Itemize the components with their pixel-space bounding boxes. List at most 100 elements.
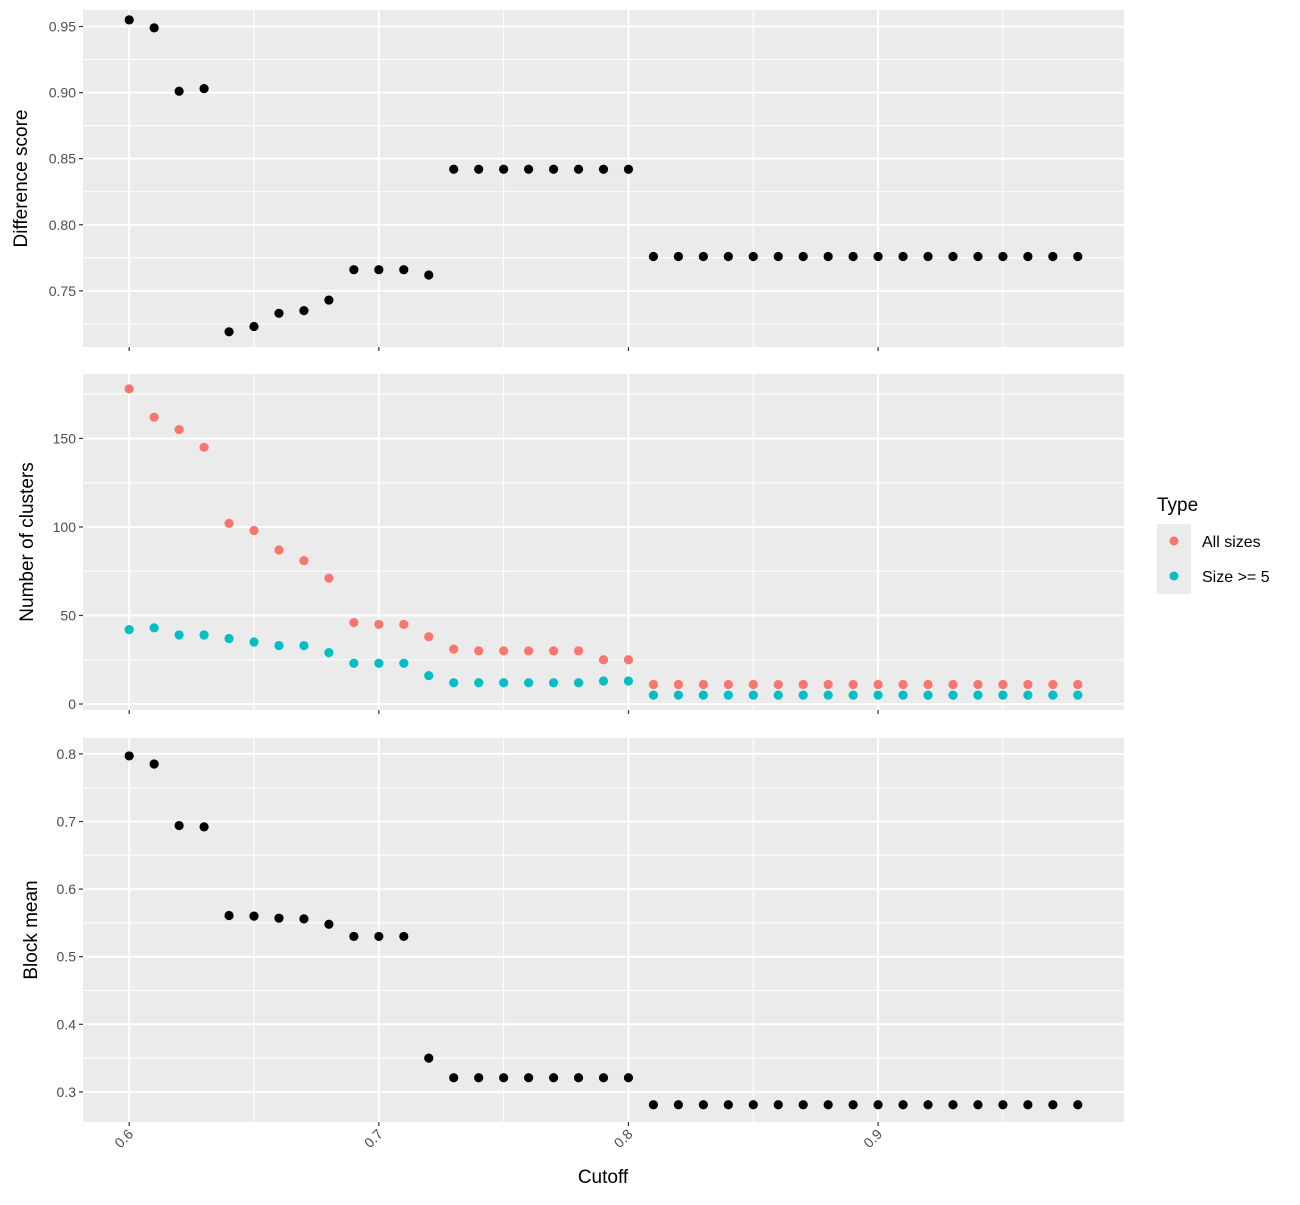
- data-point: [598, 655, 609, 665]
- data-point: [923, 679, 933, 690]
- series-block-mean-0: [124, 751, 1083, 1110]
- data-point: [823, 679, 833, 690]
- data-point: [124, 15, 134, 25]
- data-point: [374, 931, 384, 942]
- data-point: [1048, 251, 1058, 262]
- data-point: [948, 1100, 958, 1110]
- data-point: [424, 632, 434, 642]
- data-point: [773, 690, 783, 700]
- x-tick-label: 0.8: [611, 1126, 636, 1151]
- y-tick-label: 0.5: [57, 949, 77, 965]
- data-point: [149, 623, 159, 633]
- data-point: [249, 911, 259, 921]
- data-point: [623, 676, 634, 686]
- data-point: [299, 640, 309, 651]
- data-point: [748, 251, 758, 262]
- legend-title: Type: [1157, 495, 1198, 516]
- data-point: [474, 678, 484, 688]
- data-point: [948, 251, 958, 262]
- data-point: [823, 251, 833, 262]
- data-point: [573, 678, 584, 688]
- data-point: [548, 1073, 559, 1083]
- data-point: [174, 424, 184, 435]
- data-point: [274, 545, 284, 555]
- data-point: [673, 690, 683, 700]
- panel-background: [83, 738, 1124, 1122]
- data-point: [798, 251, 808, 262]
- data-point: [124, 751, 134, 761]
- data-point: [1048, 1100, 1058, 1110]
- data-point: [299, 306, 309, 316]
- data-point: [548, 646, 559, 656]
- data-point: [324, 919, 334, 929]
- legend-label-size-5: Size >= 5: [1202, 569, 1270, 586]
- data-point: [324, 295, 334, 305]
- data-point: [1073, 690, 1083, 700]
- data-point: [249, 321, 259, 332]
- data-point: [548, 164, 559, 174]
- data-point: [848, 690, 858, 700]
- y-tick-label: 0.75: [49, 283, 76, 299]
- data-point: [998, 1100, 1008, 1110]
- data-point: [1023, 251, 1033, 262]
- data-point: [399, 658, 409, 668]
- data-point: [748, 679, 758, 690]
- data-point: [224, 327, 234, 337]
- data-point: [224, 910, 234, 921]
- data-point: [998, 690, 1008, 700]
- data-point: [424, 1053, 434, 1063]
- y-tick-label: 0: [68, 696, 76, 712]
- data-point: [873, 690, 883, 700]
- data-point: [449, 644, 459, 654]
- data-point: [299, 555, 309, 566]
- data-point: [723, 1100, 733, 1110]
- data-point: [174, 630, 184, 640]
- data-point: [623, 655, 634, 665]
- legend-key-size-5: [1169, 571, 1179, 581]
- data-point: [1048, 679, 1058, 690]
- data-point: [848, 679, 858, 690]
- x-tick-label: 0.9: [860, 1126, 885, 1151]
- data-point: [898, 679, 908, 690]
- data-point: [648, 679, 659, 690]
- data-point: [598, 1073, 609, 1083]
- data-point: [1023, 679, 1033, 690]
- data-point: [124, 625, 134, 635]
- data-point: [698, 690, 708, 700]
- data-point: [648, 1100, 659, 1110]
- y-tick-label: 50: [60, 607, 76, 623]
- data-point: [748, 1100, 758, 1110]
- data-point: [1023, 1100, 1033, 1110]
- data-point: [474, 164, 484, 174]
- data-point: [723, 251, 733, 262]
- y-tick-label: 100: [53, 519, 77, 535]
- data-point: [998, 251, 1008, 262]
- data-point: [573, 1073, 584, 1083]
- data-point: [449, 1073, 459, 1083]
- data-point: [623, 1073, 634, 1083]
- data-point: [124, 384, 134, 394]
- data-point: [449, 164, 459, 174]
- data-point: [648, 690, 659, 700]
- data-point: [374, 658, 384, 668]
- data-point: [723, 690, 733, 700]
- y-tick-label: 0.85: [49, 151, 76, 167]
- data-point: [723, 679, 733, 690]
- data-point: [948, 690, 958, 700]
- data-point: [524, 646, 534, 656]
- data-point: [149, 759, 159, 769]
- data-point: [524, 1073, 534, 1083]
- data-point: [374, 619, 384, 629]
- data-point: [948, 679, 958, 690]
- x-tick-label: 0.7: [361, 1126, 386, 1151]
- data-point: [873, 251, 883, 262]
- data-point: [773, 251, 783, 262]
- data-point: [499, 164, 509, 174]
- data-point: [224, 633, 234, 644]
- legend-key-all-sizes: [1169, 536, 1179, 546]
- data-point: [673, 251, 683, 262]
- data-point: [848, 251, 858, 262]
- data-point: [973, 251, 983, 262]
- legend-key-background: [1157, 524, 1191, 594]
- data-point: [174, 86, 184, 96]
